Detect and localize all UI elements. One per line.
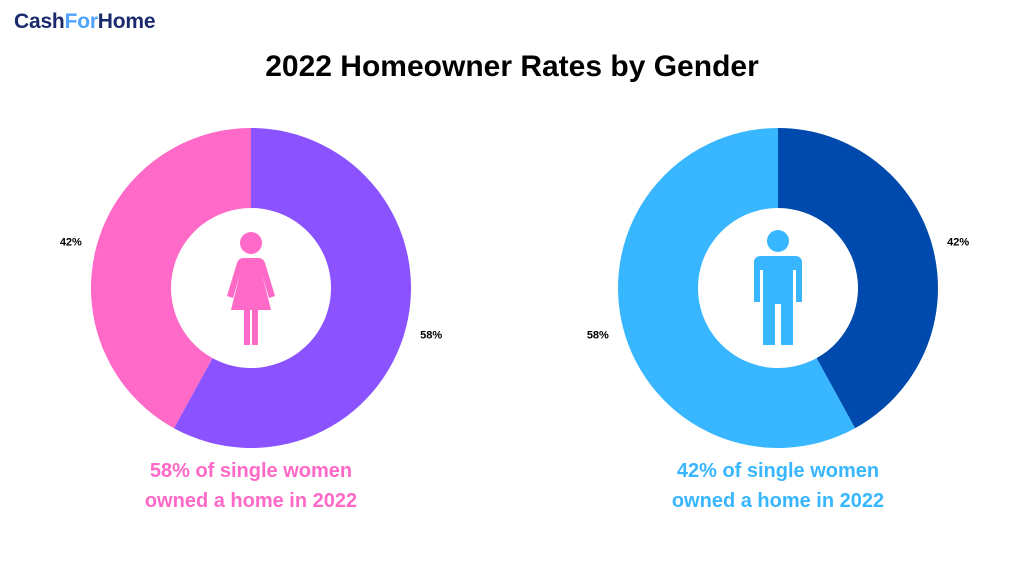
slice-percent-label: 42% [947, 237, 969, 249]
women-caption: 58% of single women owned a home in 2022 [71, 456, 431, 516]
cashforhome-logo[interactable]: CashForHome [14, 10, 156, 34]
men-caption-line-1: 42% of single women [676, 460, 880, 482]
woman-icon [227, 232, 275, 345]
logo-text-cash: Cash [14, 10, 65, 33]
slice-percent-label: 42% [60, 237, 82, 249]
donut-slice [173, 128, 412, 448]
chart-title: 2022 Homeowner Rates by Gender [265, 50, 759, 83]
slice-percent-label: 58% [587, 329, 609, 341]
men-caption-line-2: owned a home in 2022 [671, 490, 885, 512]
men-caption: 42% of single women owned a home in 2022 [598, 456, 958, 516]
man-icon [754, 230, 802, 345]
women-caption-line-2: owned a home in 2022 [144, 490, 358, 512]
donut-slice [91, 127, 252, 429]
logo-text-for: For [64, 10, 98, 33]
women-donut-chart: 58% 42% [60, 127, 442, 448]
logo-text-home: Home [97, 10, 156, 33]
donut-slice [778, 128, 938, 429]
slice-percent-label: 58% [420, 329, 442, 341]
donut-slice [618, 128, 856, 448]
men-donut-chart: 42% 58% [587, 128, 969, 448]
women-caption-line-1: 58% of single women [149, 460, 353, 482]
